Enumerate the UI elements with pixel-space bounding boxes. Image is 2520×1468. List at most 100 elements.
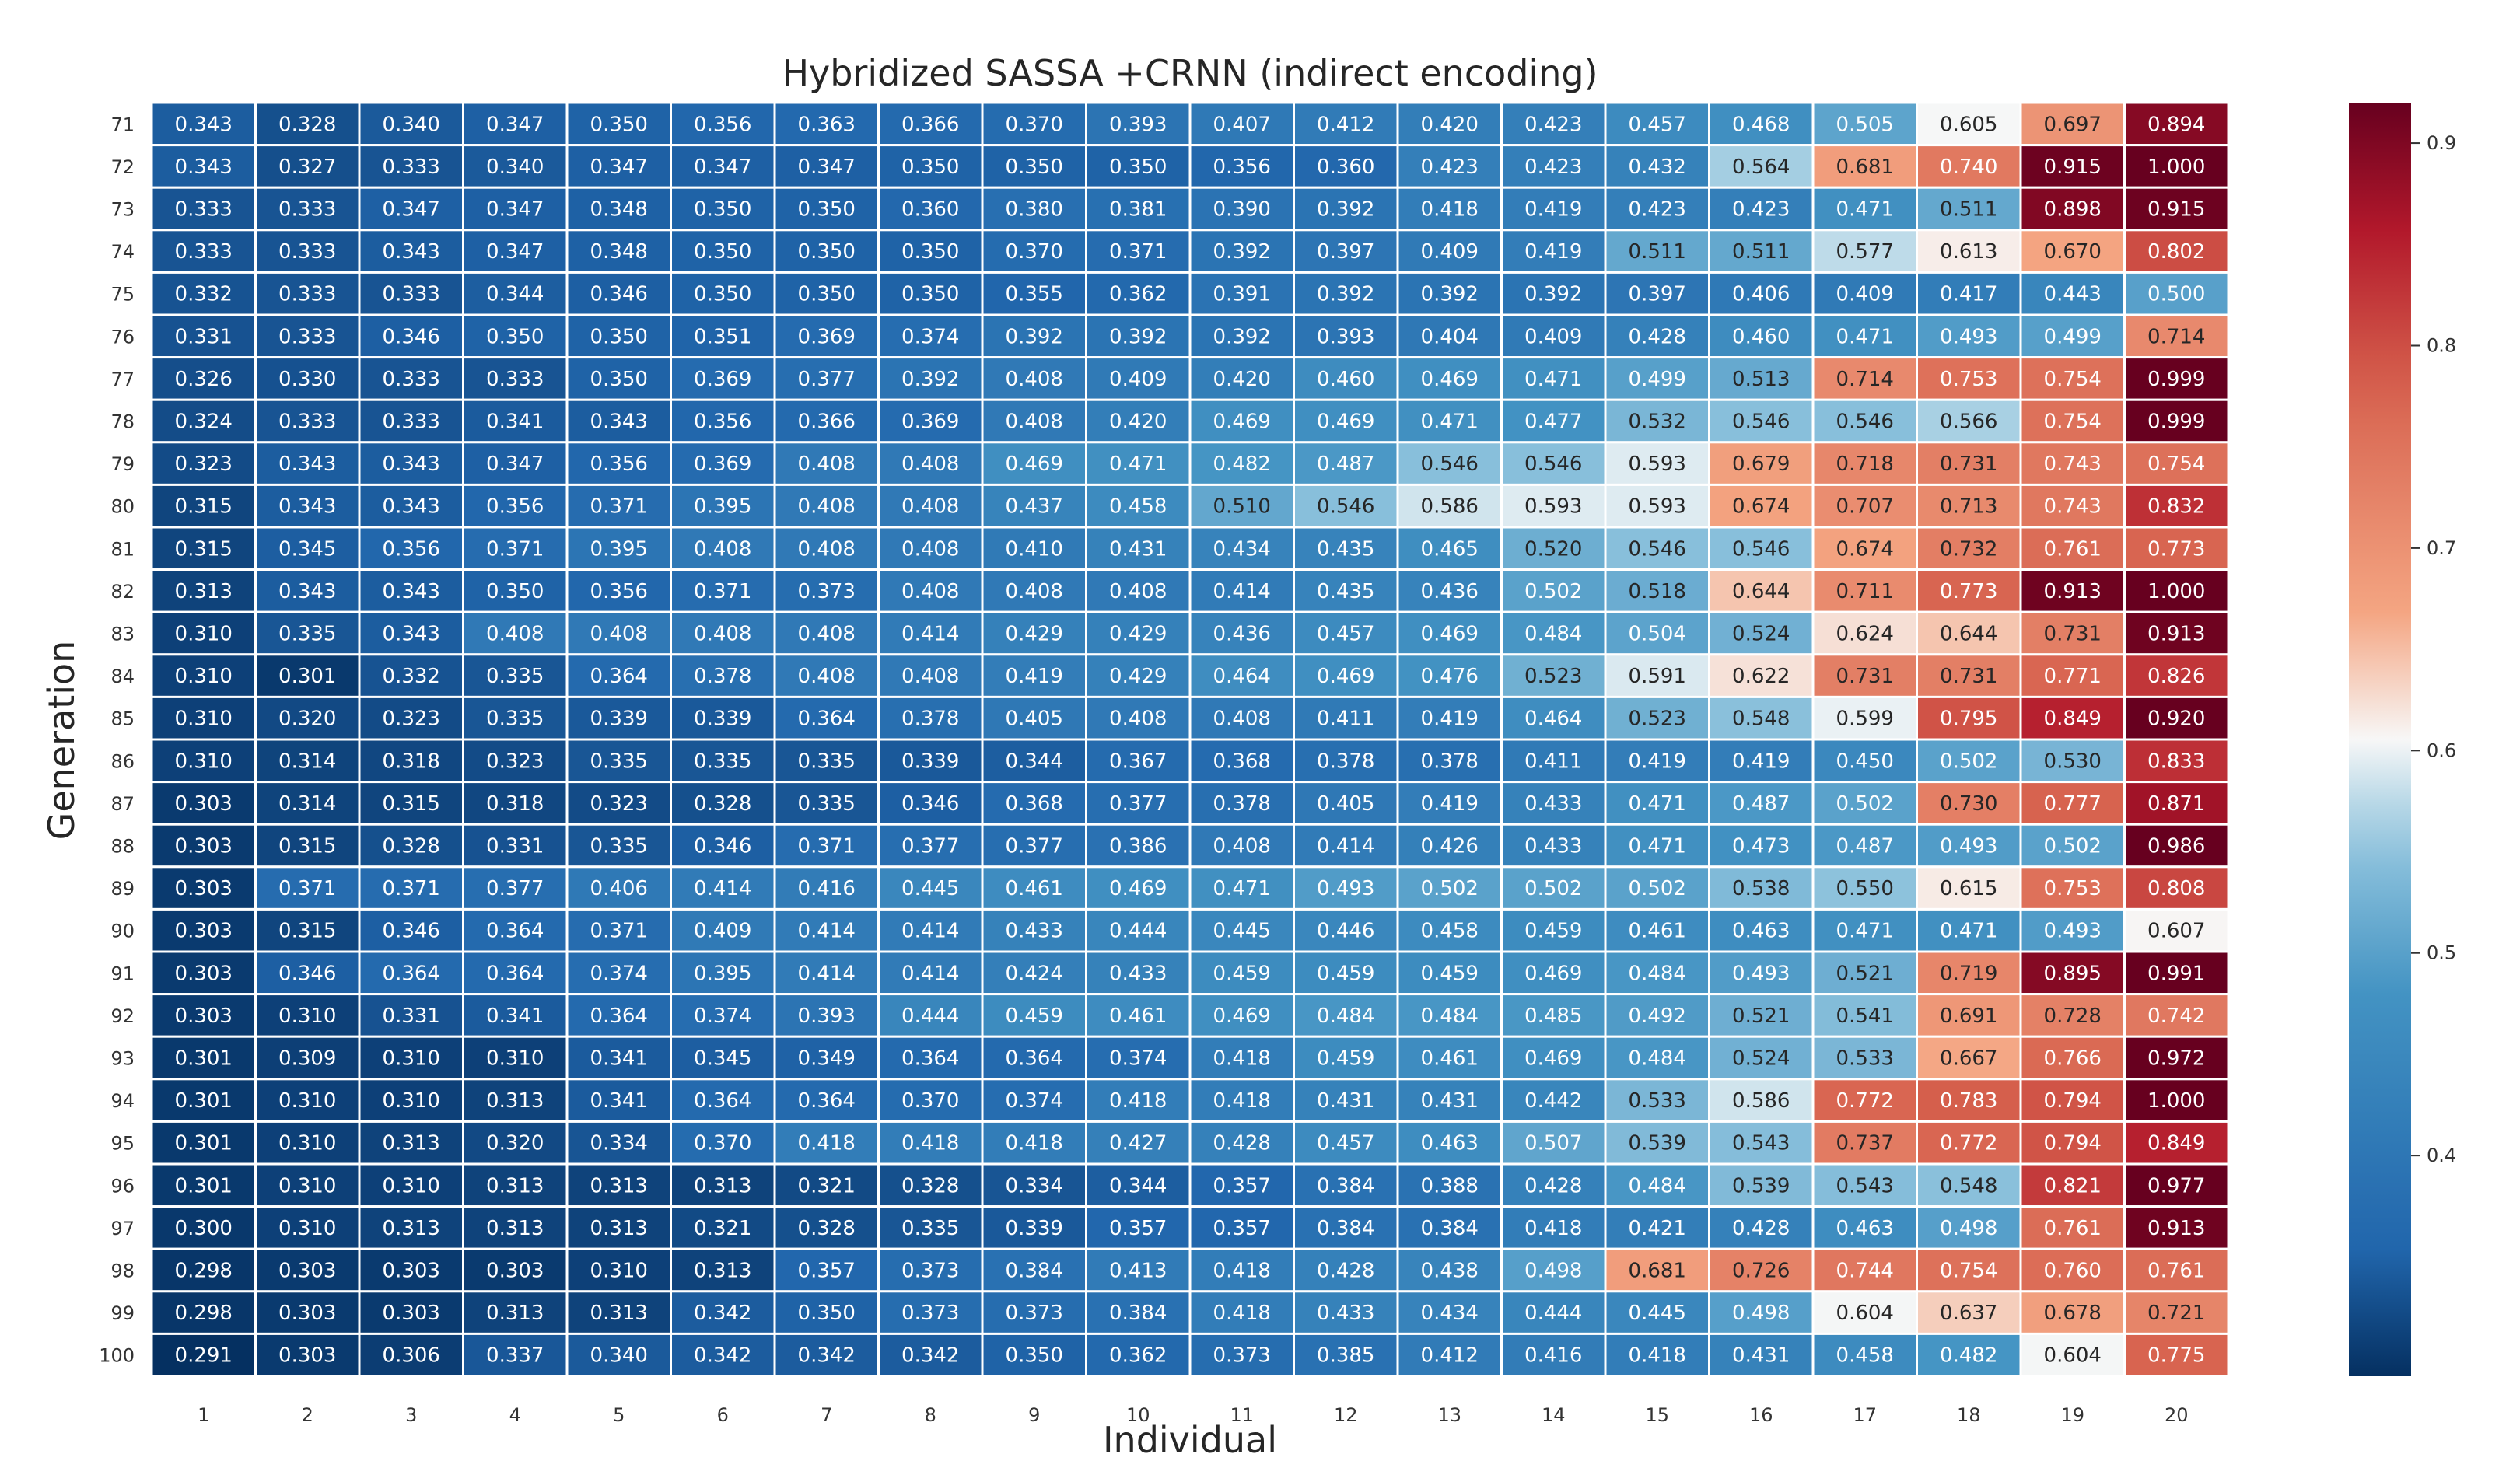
cell-value-label: 0.374 xyxy=(590,962,648,985)
cell-value-label: 0.754 xyxy=(2147,453,2205,476)
cell-value-label: 0.357 xyxy=(1213,1217,1271,1240)
cell-value-label: 0.428 xyxy=(1629,325,1686,348)
cell-value-label: 0.335 xyxy=(694,750,751,773)
x-tick-label: 8 xyxy=(925,1404,936,1426)
cell-value-label: 0.511 xyxy=(1940,198,1997,222)
cell-value-label: 0.350 xyxy=(694,198,751,222)
heatmap-cell xyxy=(150,1162,257,1208)
cell-value-label: 0.310 xyxy=(383,1047,440,1071)
heatmap-cell xyxy=(254,781,361,826)
cell-value-label: 0.366 xyxy=(798,411,856,434)
heatmap-cell xyxy=(1811,823,1918,869)
heatmap-cell xyxy=(254,568,361,613)
cell-value-label: 0.366 xyxy=(901,113,959,136)
cell-value-label: 0.591 xyxy=(1629,665,1686,688)
heatmap-cell xyxy=(877,101,984,147)
cell-value-label: 0.428 xyxy=(1732,1217,1790,1240)
cell-value-label: 0.991 xyxy=(2147,962,2205,985)
cell-value-label: 0.794 xyxy=(2044,1089,2102,1113)
heatmap-cell xyxy=(773,1162,880,1208)
cell-value-label: 0.384 xyxy=(1421,1217,1479,1240)
cell-value-label: 0.350 xyxy=(486,580,544,603)
cell-value-label: 0.414 xyxy=(1317,835,1374,858)
cell-value-label: 0.310 xyxy=(278,1089,336,1113)
heatmap-cell xyxy=(2019,229,2126,274)
cell-value-label: 0.726 xyxy=(1732,1260,1790,1283)
cell-value-label: 0.484 xyxy=(1421,1005,1479,1028)
cell-value-label: 0.408 xyxy=(798,453,856,476)
cell-value-label: 0.418 xyxy=(1629,1344,1686,1368)
cell-value-label: 0.362 xyxy=(1109,1344,1167,1368)
heatmap-cell xyxy=(1604,865,1710,911)
heatmap-cell xyxy=(1293,823,1399,869)
heatmap-cell xyxy=(981,229,1087,274)
cell-value-label: 0.371 xyxy=(383,877,440,900)
cell-value-label: 0.615 xyxy=(1940,877,1997,900)
cell-value-label: 0.371 xyxy=(798,835,856,858)
cell-value-label: 0.539 xyxy=(1732,1174,1790,1197)
cell-value-label: 0.442 xyxy=(1524,1089,1582,1113)
heatmap-cell xyxy=(1811,271,1918,316)
cell-value-label: 0.303 xyxy=(278,1344,336,1368)
cell-value-label: 0.343 xyxy=(278,453,336,476)
cell-value-label: 0.333 xyxy=(278,198,336,222)
cell-value-label: 0.539 xyxy=(1629,1132,1686,1155)
cell-value-label: 0.821 xyxy=(2044,1174,2102,1197)
cell-value-label: 0.431 xyxy=(1109,537,1167,561)
cell-value-label: 0.471 xyxy=(1629,792,1686,816)
cell-value-label: 0.333 xyxy=(383,411,440,434)
heatmap-cell xyxy=(1708,1332,1815,1378)
cell-value-label: 0.364 xyxy=(486,962,544,985)
cell-value-label: 0.546 xyxy=(1732,537,1790,561)
cell-value-label: 0.364 xyxy=(486,920,544,943)
heatmap-cell xyxy=(981,865,1087,911)
cell-value-label: 0.417 xyxy=(1940,283,1997,306)
cell-value-label: 0.459 xyxy=(1421,962,1479,985)
cell-value-label: 0.395 xyxy=(694,495,751,519)
cell-value-label: 0.731 xyxy=(2044,623,2102,646)
heatmap-cell xyxy=(1500,1205,1607,1250)
heatmap-cell xyxy=(981,186,1087,232)
cell-value-label: 0.523 xyxy=(1629,708,1686,731)
cell-value-label: 0.773 xyxy=(2147,537,2205,561)
heatmap-cell xyxy=(1708,1078,1815,1123)
cell-value-label: 0.492 xyxy=(1629,1005,1686,1028)
cell-value-label: 0.408 xyxy=(1109,580,1167,603)
cell-value-label: 0.408 xyxy=(901,665,959,688)
cell-value-label: 0.350 xyxy=(590,368,648,391)
cell-value-label: 0.350 xyxy=(694,283,751,306)
cell-value-label: 0.323 xyxy=(590,792,648,816)
heatmap-cell xyxy=(1188,186,1295,232)
x-axis-label: Individual xyxy=(1103,1419,1277,1461)
heatmap-cell xyxy=(773,568,880,613)
y-tick-label: 73 xyxy=(110,199,135,221)
heatmap-cell xyxy=(1188,1035,1295,1081)
cell-value-label: 0.378 xyxy=(1213,792,1271,816)
cell-value-label: 0.502 xyxy=(1421,877,1479,900)
cell-value-label: 0.409 xyxy=(1109,368,1167,391)
cell-value-label: 0.604 xyxy=(1836,1302,1894,1325)
cell-value-label: 0.674 xyxy=(1836,537,1894,561)
heatmap-cell xyxy=(981,950,1087,996)
cell-value-label: 0.347 xyxy=(486,198,544,222)
colorbar-tick-label: 0.4 xyxy=(2427,1145,2456,1166)
cell-value-label: 0.624 xyxy=(1836,623,1894,646)
cell-value-label: 0.546 xyxy=(1421,453,1479,476)
cell-value-label: 0.377 xyxy=(1006,835,1063,858)
heatmap-cell xyxy=(670,441,776,486)
heatmap-cell xyxy=(1604,781,1710,826)
heatmap-cell xyxy=(1916,1162,2022,1208)
cell-value-label: 0.370 xyxy=(901,1089,959,1113)
cell-value-label: 0.395 xyxy=(590,537,648,561)
cell-value-label: 0.407 xyxy=(1213,113,1271,136)
cell-value-label: 0.335 xyxy=(901,1217,959,1240)
cell-value-label: 0.493 xyxy=(1732,962,1790,985)
cell-value-label: 0.493 xyxy=(1940,835,1997,858)
heatmap-cell xyxy=(773,144,880,189)
cell-value-label: 0.476 xyxy=(1421,665,1479,688)
cell-value-label: 0.364 xyxy=(694,1089,751,1113)
heatmap-cell xyxy=(254,1120,361,1166)
heatmap-cell xyxy=(2123,781,2230,826)
cell-value-label: 0.548 xyxy=(1940,1174,1997,1197)
heatmap-cell xyxy=(1396,907,1503,953)
